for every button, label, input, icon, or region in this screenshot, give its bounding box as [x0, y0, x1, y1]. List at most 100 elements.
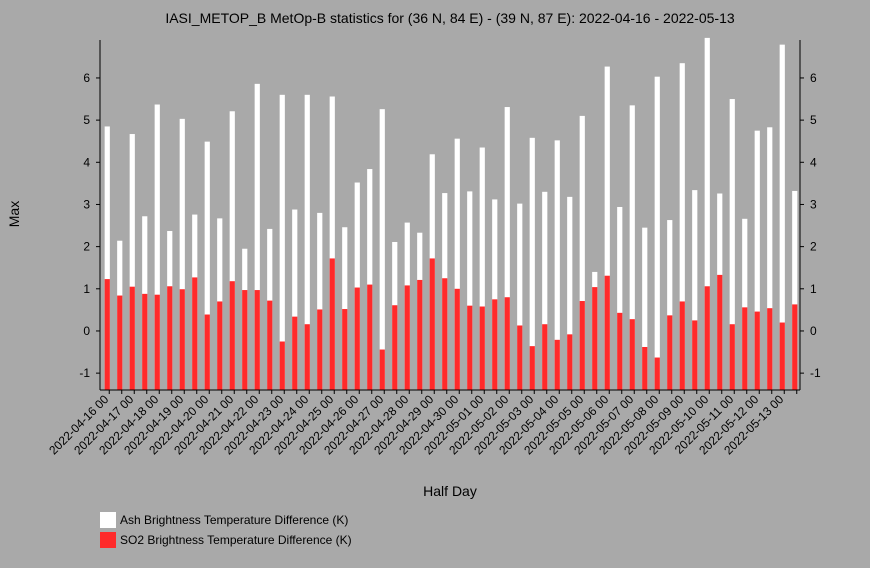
bar-so2-43 [642, 346, 648, 390]
bar-ash-8 [204, 141, 210, 390]
bar-so2-39 [592, 287, 598, 390]
bar-ash-47 [692, 190, 698, 390]
y-axis-label: Max [6, 201, 22, 227]
bar-so2-12 [254, 290, 260, 390]
bar-so2-50 [729, 324, 735, 390]
bar-so2-22 [379, 349, 385, 390]
bar-so2-19 [342, 309, 348, 390]
y-tick-label-right: 1 [810, 282, 817, 296]
chart-title: IASI_METOP_B MetOp-B statistics for (36 … [165, 10, 735, 26]
bar-so2-2 [129, 286, 135, 390]
bar-so2-5 [167, 286, 173, 390]
y-tick-label-left: 4 [83, 155, 90, 169]
bar-so2-40 [604, 275, 610, 390]
bar-so2-55 [792, 304, 798, 390]
bar-ash-33 [517, 203, 523, 390]
bar-ash-50 [729, 99, 735, 390]
bar-so2-28 [454, 288, 460, 390]
bar-so2-21 [367, 284, 373, 390]
bar-so2-31 [492, 299, 498, 390]
bar-so2-46 [679, 301, 685, 390]
bar-so2-18 [329, 258, 335, 390]
legend-item-so2: SO2 Brightness Temperature Difference (K… [100, 532, 352, 548]
bar-so2-6 [179, 289, 185, 390]
bar-so2-47 [692, 320, 698, 390]
y-tick-label-right: 5 [810, 113, 817, 127]
bar-ash-0 [104, 126, 110, 390]
bar-ash-48 [704, 37, 710, 390]
bar-so2-8 [204, 314, 210, 390]
bar-so2-20 [354, 287, 360, 390]
y-tick-label-left: 6 [83, 71, 90, 85]
bar-ash-18 [329, 96, 335, 390]
y-tick-label-right: 4 [810, 155, 817, 169]
bar-ash-28 [454, 138, 460, 390]
bar-ash-54 [779, 44, 785, 390]
bar-so2-10 [229, 281, 235, 390]
y-tick-label-left: 3 [83, 197, 90, 211]
bar-so2-15 [292, 316, 298, 390]
bar-ash-53 [767, 127, 773, 390]
y-tick-label-right: 0 [810, 324, 817, 338]
bar-so2-44 [654, 357, 660, 390]
bar-ash-17 [317, 212, 323, 390]
bar-so2-0 [104, 279, 110, 390]
bar-so2-27 [442, 278, 448, 390]
y-tick-label-left: 1 [83, 282, 90, 296]
bar-so2-35 [542, 324, 548, 390]
bar-so2-24 [404, 285, 410, 390]
bar-ash-42 [629, 105, 635, 391]
bar-so2-41 [617, 312, 623, 390]
bar-ash-43 [642, 227, 648, 390]
y-tick-label-left: -1 [79, 366, 90, 380]
bar-so2-7 [192, 277, 198, 390]
y-tick-label-left: 5 [83, 113, 90, 127]
bar-ash-55 [792, 190, 798, 390]
y-tick-label-right: 6 [810, 71, 817, 85]
bar-ash-31 [492, 199, 498, 390]
bar-ash-16 [304, 94, 310, 390]
y-tick-label-right: 3 [810, 197, 817, 211]
bar-so2-37 [567, 334, 573, 390]
y-tick-label-right: 2 [810, 240, 817, 254]
bar-ash-12 [254, 83, 260, 391]
bar-ash-4 [154, 104, 160, 391]
legend-label-so2: SO2 Brightness Temperature Difference (K… [120, 533, 352, 547]
bars-layer [104, 37, 798, 391]
bar-ash-10 [229, 111, 235, 391]
bar-ash-32 [504, 107, 510, 391]
bar-so2-45 [667, 315, 673, 390]
bar-so2-54 [779, 322, 785, 390]
bar-so2-9 [217, 301, 223, 390]
bar-ash-29 [467, 191, 473, 390]
y-tick-label-left: 2 [83, 240, 90, 254]
bar-ash-14 [279, 94, 285, 390]
bar-so2-25 [417, 279, 423, 390]
bar-so2-26 [429, 258, 435, 390]
bar-so2-33 [517, 325, 523, 390]
bar-ash-35 [542, 191, 548, 390]
legend-item-ash: Ash Brightness Temperature Difference (K… [100, 512, 348, 528]
bar-ash-46 [679, 63, 685, 390]
bar-ash-36 [554, 140, 560, 390]
bar-ash-44 [654, 76, 660, 390]
bar-so2-48 [704, 286, 710, 390]
bar-ash-52 [754, 130, 760, 390]
bar-so2-49 [717, 274, 723, 390]
bar-ash-40 [604, 66, 610, 390]
bar-so2-38 [579, 301, 585, 390]
bar-so2-51 [742, 307, 748, 390]
bar-ash-41 [617, 206, 623, 390]
x-axis-label: Half Day [423, 483, 477, 499]
bar-ash-20 [354, 182, 360, 390]
bar-so2-4 [154, 294, 160, 390]
bar-so2-17 [317, 309, 323, 390]
bar-ash-6 [179, 118, 185, 391]
bar-so2-42 [629, 319, 635, 390]
bar-ash-38 [579, 115, 585, 391]
bar-ash-45 [667, 220, 673, 390]
bar-ash-22 [379, 109, 385, 390]
bar-so2-36 [554, 339, 560, 390]
bar-so2-32 [504, 297, 510, 390]
